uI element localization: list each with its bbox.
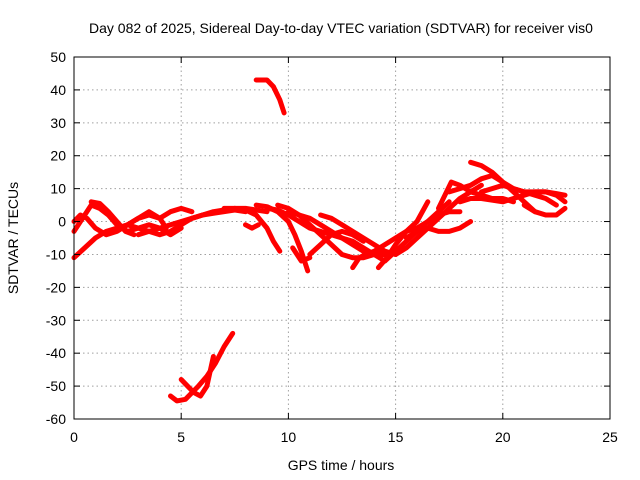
x-axis-label: GPS time / hours	[288, 457, 395, 473]
chart-title: Day 082 of 2025, Sidereal Day-to-day VTE…	[89, 20, 593, 36]
series-arc-23	[403, 219, 474, 241]
x-tick-label: 5	[177, 429, 185, 445]
series-arc-11	[243, 222, 261, 231]
y-tick-label: -50	[46, 378, 66, 394]
y-tick-label: -10	[46, 246, 66, 262]
y-axis-label: SDTVAR / TECUs	[5, 182, 21, 294]
plot-frame	[73, 56, 611, 420]
series-arc-22	[393, 182, 484, 257]
y-tick-label: -20	[46, 279, 66, 295]
series-arc-7	[88, 199, 137, 238]
grid-lines	[74, 57, 610, 419]
x-tick-label: 10	[281, 429, 297, 445]
x-tick-label: 0	[70, 429, 78, 445]
y-tick-label: 20	[50, 148, 66, 164]
series-arc-17	[307, 228, 366, 257]
series-arc-1	[253, 77, 287, 116]
y-tick-label: 50	[50, 49, 66, 65]
x-tick-label: 20	[495, 429, 511, 445]
series-arc-18	[318, 212, 399, 257]
data-series	[71, 77, 568, 404]
series-arc-24	[414, 209, 463, 231]
series-arc-13	[264, 205, 388, 264]
y-tick-label: 30	[50, 115, 66, 131]
series-arc-16	[290, 245, 313, 264]
y-tick-label: -40	[46, 345, 66, 361]
series-arc-15	[285, 209, 399, 257]
y-tick-label: 40	[50, 82, 66, 98]
y-tick-label: 0	[58, 214, 66, 230]
series-arc-8	[125, 209, 169, 231]
series-arc-2	[168, 330, 236, 404]
y-tick-label: -30	[46, 312, 66, 328]
axis-ticks: 0 5 10 15 20 25 -60 -50 -40 -30 -20 -10 0 10 20 30 40 50	[46, 49, 618, 445]
series-arc-10	[221, 205, 283, 254]
x-tick-label: 25	[602, 429, 618, 445]
y-tick-label: 10	[50, 181, 66, 197]
series-arc-30	[521, 202, 568, 218]
series-arc-3	[178, 354, 216, 399]
y-tick-label: -60	[46, 411, 66, 427]
series-arc-9	[135, 207, 248, 238]
series-arc-29	[478, 182, 559, 208]
x-tick-label: 15	[388, 429, 404, 445]
